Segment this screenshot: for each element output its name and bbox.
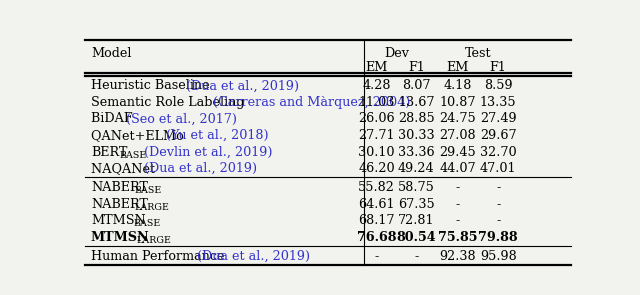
Text: 58.75: 58.75: [398, 181, 435, 194]
Text: 28.85: 28.85: [398, 112, 435, 125]
Text: 76.68: 76.68: [357, 231, 396, 244]
Text: -: -: [496, 198, 500, 211]
Text: -: -: [456, 181, 460, 194]
Text: 27.49: 27.49: [480, 112, 516, 125]
Text: 24.75: 24.75: [440, 112, 476, 125]
Text: 29.67: 29.67: [480, 129, 516, 142]
Text: (Seo et al., 2017): (Seo et al., 2017): [126, 112, 237, 125]
Text: 13.35: 13.35: [480, 96, 516, 109]
Text: BERT: BERT: [91, 146, 127, 159]
Text: F1: F1: [408, 61, 425, 74]
Text: -: -: [456, 198, 460, 211]
Text: BASE: BASE: [119, 151, 147, 160]
Text: (Carreras and Màrquez, 2004): (Carreras and Màrquez, 2004): [213, 96, 410, 109]
Text: 79.88: 79.88: [478, 231, 518, 244]
Text: Model: Model: [91, 47, 131, 60]
Text: (Dua et al., 2019): (Dua et al., 2019): [186, 79, 299, 92]
Text: LARGE: LARGE: [135, 203, 170, 212]
Text: MTMSN: MTMSN: [91, 231, 150, 244]
Text: 49.24: 49.24: [398, 162, 435, 175]
Text: 33.36: 33.36: [398, 146, 435, 159]
Text: -: -: [496, 214, 500, 227]
Text: 10.87: 10.87: [440, 96, 476, 109]
Text: 46.20: 46.20: [358, 162, 395, 175]
Text: BASE: BASE: [133, 219, 161, 228]
Text: QANet+ELMo: QANet+ELMo: [91, 129, 188, 142]
Text: 30.10: 30.10: [358, 146, 395, 159]
Text: EM: EM: [365, 61, 388, 74]
Text: 8.59: 8.59: [484, 79, 513, 92]
Text: 27.71: 27.71: [358, 129, 395, 142]
Text: 67.35: 67.35: [398, 198, 435, 211]
Text: BiDAF: BiDAF: [91, 112, 136, 125]
Text: (Dua et al., 2019): (Dua et al., 2019): [198, 250, 310, 263]
Text: 4.18: 4.18: [444, 79, 472, 92]
Text: NAQANet: NAQANet: [91, 162, 159, 175]
Text: MTMSN: MTMSN: [91, 214, 146, 227]
Text: (Dua et al., 2019): (Dua et al., 2019): [144, 162, 257, 175]
Text: 8.07: 8.07: [402, 79, 431, 92]
Text: 11.03: 11.03: [358, 96, 395, 109]
Text: 30.33: 30.33: [398, 129, 435, 142]
Text: LARGE: LARGE: [136, 236, 172, 245]
Text: -: -: [374, 250, 379, 263]
Text: F1: F1: [490, 61, 506, 74]
Text: EM: EM: [447, 61, 469, 74]
Text: 44.07: 44.07: [440, 162, 476, 175]
Text: 80.54: 80.54: [396, 231, 436, 244]
Text: 75.85: 75.85: [438, 231, 477, 244]
Text: (Yu et al., 2018): (Yu et al., 2018): [166, 129, 269, 142]
Text: 13.67: 13.67: [398, 96, 435, 109]
Text: Semantic Role Labeling: Semantic Role Labeling: [91, 96, 248, 109]
Text: 4.28: 4.28: [362, 79, 391, 92]
Text: Heuristic Baseline: Heuristic Baseline: [91, 79, 214, 92]
Text: NABERT: NABERT: [91, 181, 148, 194]
Text: BASE: BASE: [135, 186, 163, 195]
Text: 72.81: 72.81: [398, 214, 435, 227]
Text: NABERT: NABERT: [91, 198, 148, 211]
Text: 64.61: 64.61: [358, 198, 395, 211]
Text: 27.08: 27.08: [440, 129, 476, 142]
Text: 95.98: 95.98: [480, 250, 516, 263]
Text: Test: Test: [465, 47, 492, 60]
Text: -: -: [496, 181, 500, 194]
Text: 55.82: 55.82: [358, 181, 395, 194]
Text: -: -: [414, 250, 419, 263]
Text: 29.45: 29.45: [440, 146, 476, 159]
Text: -: -: [456, 214, 460, 227]
Text: 32.70: 32.70: [480, 146, 516, 159]
Text: Human Performance: Human Performance: [91, 250, 228, 263]
Text: 68.17: 68.17: [358, 214, 395, 227]
Text: 47.01: 47.01: [480, 162, 516, 175]
Text: Dev: Dev: [384, 47, 409, 60]
Text: 26.06: 26.06: [358, 112, 395, 125]
Text: (Devlin et al., 2019): (Devlin et al., 2019): [140, 146, 273, 159]
Text: 92.38: 92.38: [440, 250, 476, 263]
